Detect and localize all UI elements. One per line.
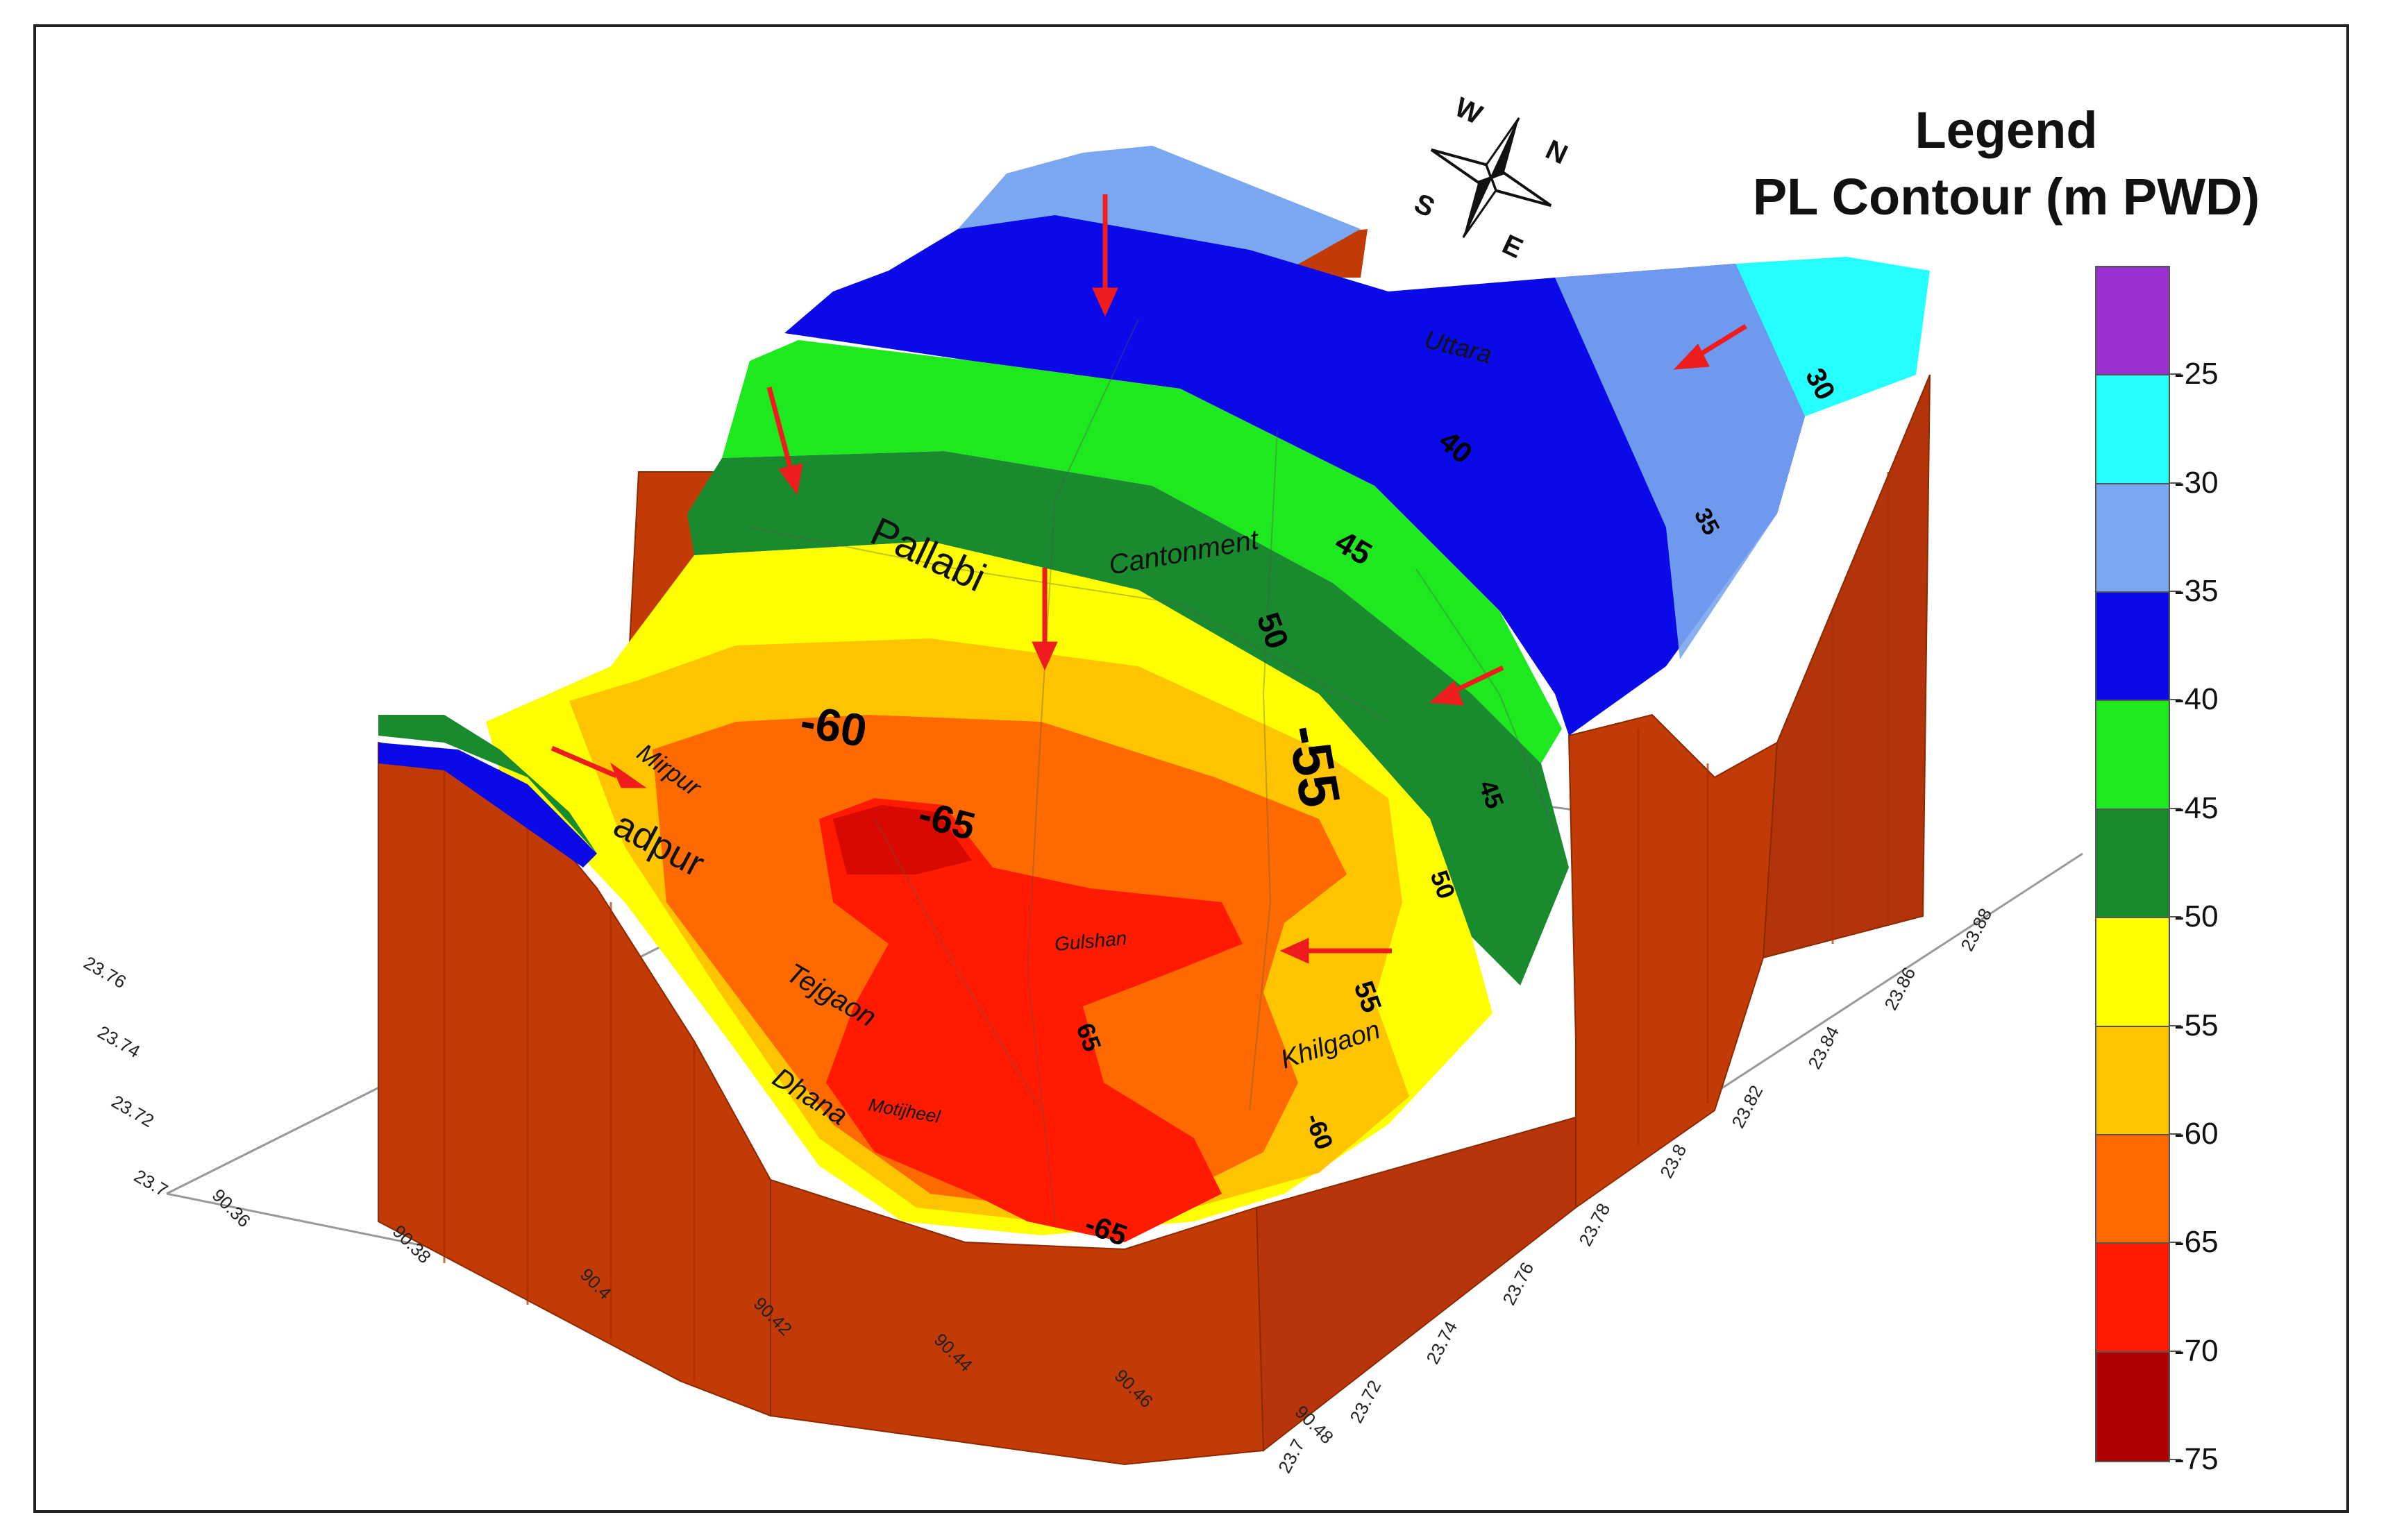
y-tick-label: 23.72 [1345,1377,1385,1427]
band-nw-blue [378,743,597,868]
legend-tick-label: -65 [2174,1225,2219,1260]
legend-swatch [2096,701,2169,810]
legend-tick-label: -30 [2174,465,2219,500]
east-wall-low [1567,713,1779,1209]
legend-tickmark [2170,807,2181,809]
legend-swatch [2096,1135,2169,1244]
legend-tick-label: -55 [2174,1008,2219,1042]
legend-colorbar [2095,266,2170,1462]
legend-tick-label: -60 [2174,1116,2219,1151]
legend-swatch [2096,1352,2169,1461]
y-tick-label: 23.76 [81,952,130,993]
flow-arrow [1092,194,1118,317]
band-dark-green [687,451,1569,985]
legend-title: Legend PL Contour (m PWD) [1694,97,2319,230]
legend-tickmark [2170,1024,2181,1026]
legend-swatch [2096,375,2169,484]
compass-rose: N E S W [1410,92,1572,264]
legend-swatch [2096,809,2169,919]
band-blue [784,215,1805,736]
x-tick-label: 90.36 [208,1185,255,1231]
legend-tickmark [2170,699,2181,701]
y-tick-label: 23.78 [1574,1200,1614,1250]
y-tick-label: 23.82 [1727,1082,1767,1132]
contour-label: -55 [1275,720,1352,812]
band-light-blue-east [1555,264,1805,659]
flow-arrow [1279,938,1392,964]
legend-tick-label: -45 [2174,790,2219,825]
legend-tick-label: -25 [2174,357,2219,391]
axis-ticks-y-left: 23.7 23.72 23.74 23.76 [81,952,171,1201]
legend-swatch [2096,267,2169,376]
y-tick-label: 23.76 [1498,1259,1538,1309]
contour-label: -60 [797,695,871,756]
legend-tick-label: -70 [2174,1333,2219,1368]
legend-swatch [2096,484,2169,593]
legend-tickmark [2170,482,2181,484]
compass-east: E [1498,229,1528,264]
legend-tickmark [2170,1242,2181,1244]
flow-arrow [1032,568,1058,671]
y-tick-label: 23.74 [94,1022,144,1063]
flow-arrow [1673,324,1747,370]
band-cyan [1735,257,1930,416]
compass-south: S [1410,188,1440,223]
legend-tickmark [2170,1350,2181,1352]
y-tick-label: 23.7 [131,1165,171,1201]
legend-swatch [2096,1244,2169,1353]
band-green [722,340,1562,763]
legend-tickmark [2170,916,2181,918]
y-tick-label: 23.72 [108,1091,158,1132]
compass-west: W [1450,92,1487,130]
band-red [819,798,1243,1242]
flow-arrow [766,387,803,496]
legend-tick-label: -35 [2174,574,2219,609]
flow-arrows [550,194,1747,964]
compass-north: N [1541,134,1572,170]
legend-tickmark [2170,373,2181,375]
legend-swatch [2096,1026,2169,1135]
legend-tick-label: -50 [2174,899,2219,934]
band-dark-red [833,805,972,874]
y-tick-label: 23.74 [1422,1318,1461,1368]
band-nw-green [378,715,597,854]
legend-swatch [2096,593,2169,702]
legend-title-line2: PL Contour (m PWD) [1752,168,2260,226]
legend-title-line1: Legend [1915,101,2098,159]
y-tick-label: 23.86 [1880,964,1919,1014]
contour-surface [378,146,1930,1242]
legend-tick-label: -40 [2174,682,2219,717]
legend-tick-label: -75 [2174,1442,2219,1476]
flow-arrow [550,745,647,788]
legend-swatch [2096,918,2169,1027]
legend-tickmark [2170,1133,2181,1135]
legend-tickmark [2170,1459,2181,1460]
legend-tickmark [2170,591,2181,593]
y-tick-label: 23.88 [1956,905,1996,955]
flow-arrow [1429,665,1504,706]
y-tick-label: 23.7 [1274,1436,1309,1477]
